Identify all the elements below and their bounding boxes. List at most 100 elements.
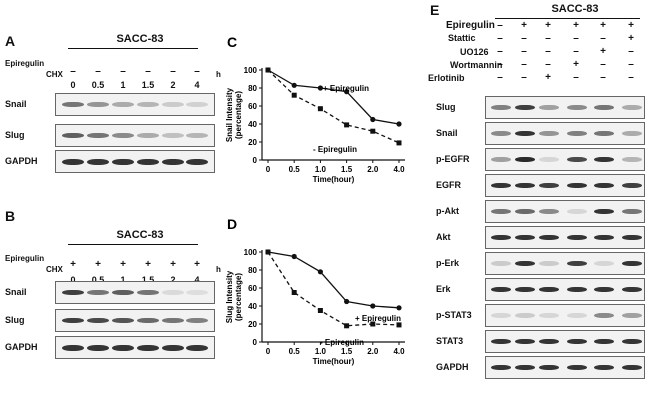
protein-band	[622, 287, 642, 293]
protein-band	[112, 102, 134, 107]
series-line	[267, 69, 400, 125]
protein-band	[594, 261, 614, 267]
treatment-sign: +	[70, 259, 76, 270]
y-tick-label: 20	[248, 138, 257, 147]
data-point	[291, 92, 297, 98]
unit-label: h	[216, 265, 221, 274]
panel-label-e: E	[430, 2, 440, 18]
protein-band	[622, 339, 642, 345]
data-point	[291, 82, 297, 88]
protein-band	[186, 290, 208, 295]
data-point	[370, 321, 376, 327]
treatment-sign: –	[497, 72, 503, 83]
protein-band	[539, 183, 559, 189]
data-point	[344, 298, 350, 305]
protein-band	[162, 318, 184, 323]
protein-band	[162, 159, 184, 165]
blot-row-label: GAPDH	[436, 362, 469, 372]
protein-band	[622, 157, 642, 163]
protein-band	[622, 131, 642, 137]
unit-label: h	[216, 70, 221, 79]
protein-band	[491, 313, 511, 319]
protein-band	[87, 345, 109, 351]
time-label: 1	[120, 275, 126, 285]
treatment-sign: –	[521, 46, 527, 57]
y-tick-label: 100	[244, 248, 258, 257]
blot-row-label: Snail	[5, 287, 27, 297]
treatment-sign: –	[600, 72, 606, 83]
protein-band	[162, 290, 184, 295]
series-label: + Epiregulin	[355, 314, 401, 323]
blot-row-label: p-EGFR	[436, 154, 470, 164]
blot-row-label: STAT3	[436, 336, 464, 346]
protein-band	[162, 345, 184, 351]
y-tick-label: 100	[244, 66, 258, 75]
protein-band	[539, 339, 559, 345]
protein-band	[594, 209, 614, 215]
protein-band	[539, 365, 559, 371]
treatment-label: Erlotinib	[428, 73, 465, 83]
protein-band	[112, 345, 134, 351]
blot-strip	[485, 304, 645, 327]
blot-row-label: GAPDH	[5, 342, 38, 352]
data-point	[370, 116, 376, 123]
protein-band	[491, 157, 511, 163]
treatment-sign: +	[600, 46, 606, 57]
data-point	[396, 305, 402, 311]
data-point	[344, 323, 350, 329]
treatment-label: CHX	[46, 265, 63, 274]
data-point	[370, 128, 376, 134]
protein-band	[491, 339, 511, 345]
protein-band	[137, 102, 159, 107]
protein-band	[491, 365, 511, 371]
series-line	[267, 69, 400, 144]
x-axis-title: Time(hour)	[313, 175, 355, 184]
y-tick-label: 0	[253, 156, 258, 165]
protein-band	[622, 183, 642, 189]
blot-row-label: p-Akt	[436, 206, 459, 216]
treatment-label: CHX	[46, 70, 63, 79]
blot-strip	[485, 96, 645, 119]
y-tick-label: 60	[248, 102, 257, 111]
blot-row-label: EGFR	[436, 180, 462, 190]
blot-strip	[485, 330, 645, 353]
treatment-sign: –	[573, 46, 579, 57]
x-tick-label: 1.0	[315, 165, 327, 174]
protein-band	[567, 339, 587, 345]
treatment-sign: +	[170, 259, 176, 270]
treatment-label: Epiregulin	[5, 59, 45, 68]
data-point	[317, 106, 323, 112]
blot-strip	[55, 336, 215, 359]
x-tick-label: 2.0	[367, 347, 379, 356]
x-tick-label: 1.5	[341, 347, 353, 356]
blot-strip	[55, 309, 215, 332]
protein-band	[622, 365, 642, 371]
series-label: - Epiregulin	[313, 145, 357, 154]
data-point	[317, 85, 323, 91]
protein-band	[137, 159, 159, 165]
blot-strip	[485, 200, 645, 223]
treatment-sign: +	[628, 20, 634, 31]
y-axis-title: Snail Intensity	[225, 87, 234, 142]
protein-band	[491, 105, 511, 111]
blot-strip	[485, 148, 645, 171]
protein-band	[112, 159, 134, 165]
time-label: 1.5	[141, 80, 155, 90]
treatment-sign: +	[194, 259, 200, 270]
time-label: 0.5	[91, 275, 105, 285]
treatment-sign: –	[628, 72, 634, 83]
header-rule	[68, 244, 198, 245]
protein-band	[186, 102, 208, 107]
y-tick-label: 80	[248, 84, 257, 93]
x-tick-label: 0.5	[289, 165, 301, 174]
protein-band	[515, 287, 535, 293]
data-point	[265, 67, 271, 73]
x-tick-label: 4.0	[393, 347, 405, 356]
protein-band	[567, 287, 587, 293]
protein-band	[567, 209, 587, 215]
treatment-sign: –	[628, 59, 634, 70]
time-label: 2	[170, 275, 176, 285]
y-tick-label: 80	[248, 266, 257, 275]
time-label: 0.5	[91, 80, 105, 90]
protein-band	[594, 131, 614, 137]
